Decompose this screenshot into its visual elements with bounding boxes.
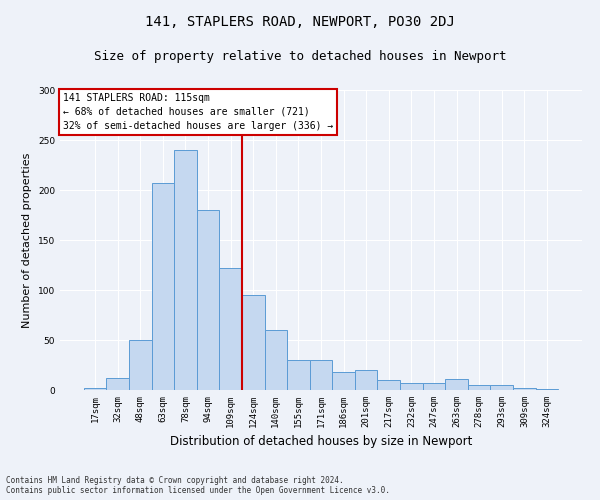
Text: Size of property relative to detached houses in Newport: Size of property relative to detached ho… [94, 50, 506, 63]
Bar [265, 330, 287, 390]
Bar [400, 383, 422, 390]
Bar [84, 388, 106, 390]
Bar [310, 360, 332, 390]
Bar [242, 295, 265, 390]
Y-axis label: Number of detached properties: Number of detached properties [22, 152, 32, 328]
Bar [152, 183, 174, 390]
X-axis label: Distribution of detached houses by size in Newport: Distribution of detached houses by size … [170, 436, 472, 448]
Bar [197, 210, 220, 390]
Text: 141 STAPLERS ROAD: 115sqm
← 68% of detached houses are smaller (721)
32% of semi: 141 STAPLERS ROAD: 115sqm ← 68% of detac… [62, 93, 333, 131]
Bar [513, 388, 536, 390]
Bar [355, 370, 377, 390]
Bar [422, 383, 445, 390]
Bar [468, 385, 490, 390]
Text: Contains HM Land Registry data © Crown copyright and database right 2024.: Contains HM Land Registry data © Crown c… [6, 476, 344, 485]
Bar [332, 372, 355, 390]
Bar [174, 150, 197, 390]
Bar [536, 389, 558, 390]
Bar [377, 380, 400, 390]
Bar [490, 385, 513, 390]
Bar [129, 340, 152, 390]
Bar [220, 268, 242, 390]
Bar [287, 360, 310, 390]
Bar [106, 378, 129, 390]
Text: Contains public sector information licensed under the Open Government Licence v3: Contains public sector information licen… [6, 486, 390, 495]
Text: 141, STAPLERS ROAD, NEWPORT, PO30 2DJ: 141, STAPLERS ROAD, NEWPORT, PO30 2DJ [145, 15, 455, 29]
Bar [445, 379, 468, 390]
